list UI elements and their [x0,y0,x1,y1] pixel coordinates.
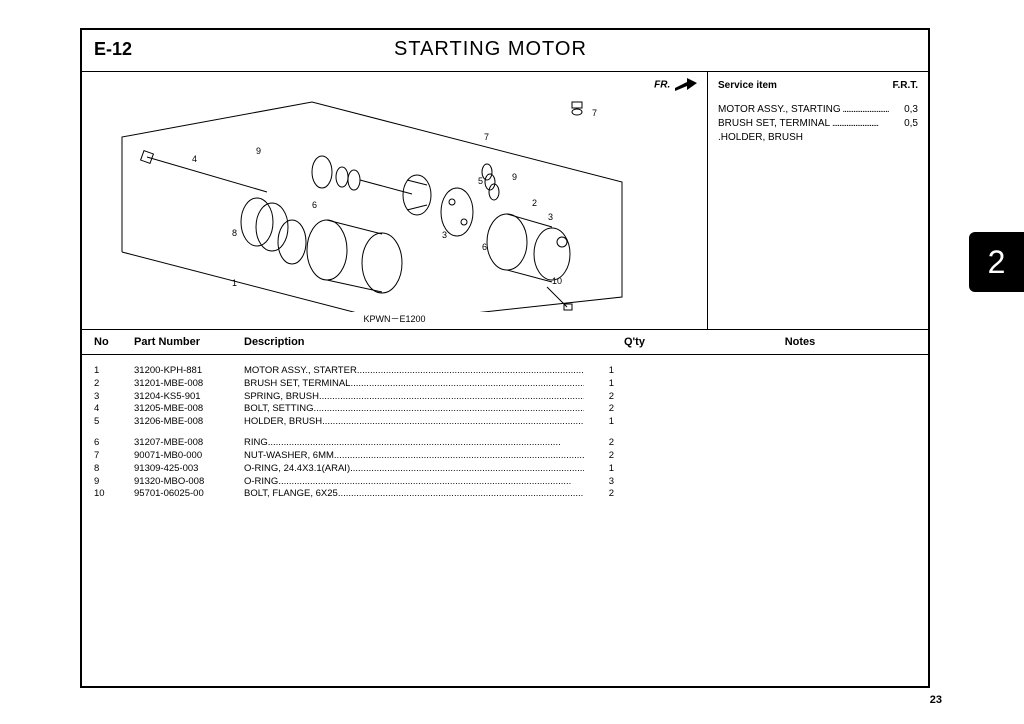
part-qty: 2 [584,450,614,463]
part-no: 4 [94,403,134,416]
part-qty: 1 [584,463,614,476]
callout-number: 2 [532,198,537,208]
service-desc: BRUSH SET, TERMINAL [718,117,878,131]
callout-number: 1 [232,278,237,288]
service-header: Service item F.R.T. [718,80,918,91]
service-frt-head: F.R.T. [892,80,918,91]
page-number: 23 [930,694,942,706]
part-row: 891309-425-003O-RING, 24.4X3.1(ARAI) 1 [94,463,916,476]
part-description: O-RING, 24.4X3.1(ARAI) [244,463,584,476]
part-description: HOLDER, BRUSH [244,416,584,429]
part-no: 3 [94,391,134,404]
callout-number: 8 [232,228,237,238]
part-row: 431205-MBE-008BOLT, SETTING 2 [94,403,916,416]
part-no: 2 [94,378,134,391]
service-line: .HOLDER, BRUSH [718,131,918,145]
part-row: 790071-MB0-000NUT-WASHER, 6MM 2 [94,450,916,463]
drawing-code: KPWN－E1200 [363,312,425,325]
callout-number: 6 [482,242,487,252]
callout-number: 7 [484,132,489,142]
part-description: SPRING, BRUSH [244,391,584,404]
part-number: 31200-KPH-881 [134,365,244,378]
part-number: 91320-MBO-008 [134,476,244,489]
callout-number: 3 [442,230,447,240]
service-frt: 0,5 [904,117,918,131]
service-line: MOTOR ASSY., STARTING 0,3 [718,103,918,117]
part-no: 9 [94,476,134,489]
part-row: 1095701-06025-00BOLT, FLANGE, 6X25 2 [94,488,916,501]
part-number: 95701-06025-00 [134,488,244,501]
part-row: 131200-KPH-881MOTOR ASSY., STARTER 1 [94,365,916,378]
part-qty: 1 [584,378,614,391]
callout-number: 5 [478,176,483,186]
part-description: BOLT, FLANGE, 6X25 [244,488,584,501]
part-description: O-RING [244,476,584,489]
part-description: NUT-WASHER, 6MM [244,450,584,463]
part-no: 8 [94,463,134,476]
part-qty: 2 [584,437,614,450]
service-line: BRUSH SET, TERMINAL 0,5 [718,117,918,131]
part-number: 31206-MBE-008 [134,416,244,429]
part-description: RING [244,437,584,450]
parts-table-header: No Part Number Description Q'ty Notes [82,330,928,355]
part-no: 1 [94,365,134,378]
callout-number: 4 [192,154,197,164]
col-pn-head: Part Number [134,336,244,348]
col-desc-head: Description [244,336,624,348]
service-desc: MOTOR ASSY., STARTING [718,103,889,117]
part-no: 5 [94,416,134,429]
part-no: 7 [94,450,134,463]
col-qty-head: Q'ty [624,336,684,348]
part-description: BOLT, SETTING [244,403,584,416]
part-row: 991320-MBO-008O-RING 3 [94,476,916,489]
callout-number: 10 [552,276,562,286]
part-row: 631207-MBE-008RING 2 [94,437,916,450]
section-title: STARTING MOTOR [394,38,587,61]
part-qty: 2 [584,403,614,416]
callout-number: 9 [512,172,517,182]
parts-table-body: 131200-KPH-881MOTOR ASSY., STARTER 12312… [82,355,928,519]
part-number: 31201-MBE-008 [134,378,244,391]
exploded-view-svg [92,82,692,312]
part-qty: 2 [584,488,614,501]
parts-group: 131200-KPH-881MOTOR ASSY., STARTER 12312… [94,365,916,429]
callout-number: 3 [548,212,553,222]
part-qty: 2 [584,391,614,404]
part-row: 231201-MBE-008BRUSH SET, TERMINAL 1 [94,378,916,391]
section-code: E-12 [94,39,194,60]
part-description: MOTOR ASSY., STARTER [244,365,584,378]
service-item-panel: Service item F.R.T. MOTOR ASSY., STARTIN… [708,72,928,329]
part-no: 10 [94,488,134,501]
part-number: 90071-MB0-000 [134,450,244,463]
parts-group: 631207-MBE-008RING 2790071-MB0-000NUT-WA… [94,437,916,501]
exploded-diagram-area: FR. [82,72,708,329]
part-qty: 1 [584,416,614,429]
col-notes-head: Notes [684,336,916,348]
part-number: 31204-KS5-901 [134,391,244,404]
part-row: 531206-MBE-008HOLDER, BRUSH 1 [94,416,916,429]
service-desc: .HOLDER, BRUSH [718,131,803,145]
part-number: 91309-425-003 [134,463,244,476]
part-qty: 1 [584,365,614,378]
upper-area: FR. [82,72,928,330]
service-frt: 0,3 [904,103,918,117]
part-no: 6 [94,437,134,450]
service-item-head: Service item [718,80,777,91]
part-row: 331204-KS5-901SPRING, BRUSH 2 [94,391,916,404]
part-description: BRUSH SET, TERMINAL [244,378,584,391]
page-frame: E-12 STARTING MOTOR FR. [80,28,930,688]
part-number: 31205-MBE-008 [134,403,244,416]
col-no-head: No [94,336,134,348]
chapter-tab: 2 [969,232,1024,292]
service-lines: MOTOR ASSY., STARTING0,3BRUSH SET, TERMI… [718,103,918,145]
callout-number: 6 [312,200,317,210]
part-qty: 3 [584,476,614,489]
header-row: E-12 STARTING MOTOR [82,30,928,72]
callout-number: 7 [592,108,597,118]
part-number: 31207-MBE-008 [134,437,244,450]
callout-number: 9 [256,146,261,156]
